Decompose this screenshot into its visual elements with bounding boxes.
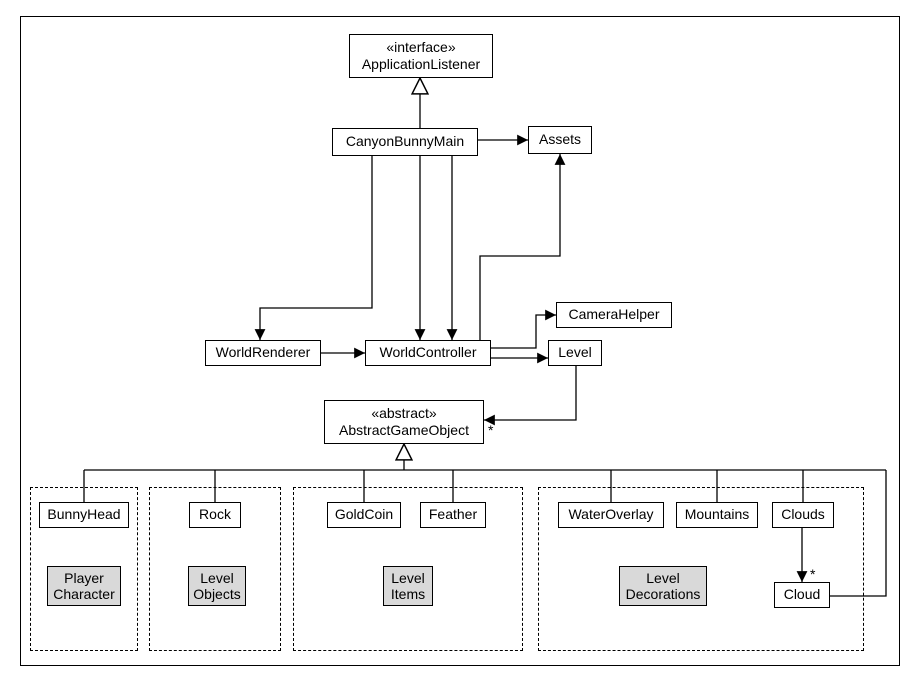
multiplicity-abstract: * (488, 422, 493, 438)
node-canyon-bunny-main: CanyonBunnyMain (332, 128, 478, 156)
group-label-level-decorations: Level Decorations (619, 566, 707, 606)
label: Assets (539, 131, 581, 149)
multiplicity-cloud: * (810, 566, 815, 582)
label: CameraHelper (568, 306, 659, 324)
stereotype: «abstract» (371, 405, 436, 423)
text: Items (391, 586, 425, 602)
label: WorldRenderer (216, 344, 311, 362)
text: Player (64, 570, 104, 586)
node-world-renderer: WorldRenderer (205, 340, 321, 366)
text: Character (53, 586, 114, 602)
label: Level (558, 344, 591, 362)
node-assets: Assets (528, 126, 592, 154)
group-label-player-character: Player Character (47, 566, 121, 606)
label: AbstractGameObject (339, 422, 469, 440)
text: Objects (193, 586, 240, 602)
group-label-level-objects: Level Objects (188, 566, 246, 606)
label: WorldController (380, 344, 477, 362)
label: CanyonBunnyMain (346, 133, 464, 151)
diagram-canvas: «interface» ApplicationListener CanyonBu… (0, 0, 921, 683)
node-world-controller: WorldController (365, 340, 491, 366)
text: Decorations (626, 586, 701, 602)
node-application-listener: «interface» ApplicationListener (349, 34, 493, 78)
text: Level (391, 570, 424, 586)
node-abstract-game-object: «abstract» AbstractGameObject (324, 400, 484, 444)
label: ApplicationListener (362, 56, 480, 74)
node-camera-helper: CameraHelper (556, 302, 672, 328)
text: Level (646, 570, 679, 586)
stereotype: «interface» (386, 39, 455, 57)
group-label-level-items: Level Items (383, 566, 433, 606)
node-level: Level (548, 340, 602, 366)
text: Level (200, 570, 233, 586)
